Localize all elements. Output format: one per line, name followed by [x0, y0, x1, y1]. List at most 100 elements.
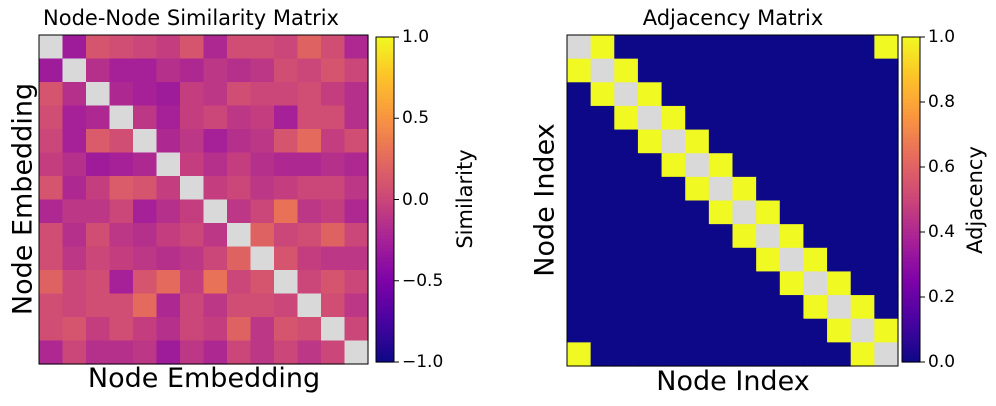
heatmap-cell — [62, 105, 87, 130]
colorbar-segment — [902, 134, 920, 139]
heatmap-cell — [109, 340, 134, 365]
colorbar-segment — [902, 144, 920, 149]
heatmap-cell — [756, 153, 781, 178]
heatmap-cell — [614, 318, 639, 343]
colorbar-segment — [902, 323, 920, 327]
heatmap-cell — [850, 224, 875, 249]
heatmap-cell — [133, 35, 158, 60]
heatmap-cell — [250, 223, 275, 248]
heatmap-cell — [779, 58, 805, 83]
colorbar-segment — [376, 196, 394, 201]
heatmap-cell — [109, 199, 134, 224]
colorbar-segment — [376, 264, 394, 269]
colorbar-segment — [902, 157, 920, 162]
heatmap-cell — [250, 199, 275, 224]
heatmap-cell — [250, 58, 275, 83]
heatmap-cell — [756, 129, 781, 154]
colorbar-segment — [902, 189, 920, 194]
heatmap-cell — [661, 318, 686, 343]
heatmap-cell — [874, 58, 899, 83]
colorbar-segment — [376, 180, 394, 184]
heatmap-cell — [708, 342, 734, 367]
heatmap-cell — [203, 317, 228, 342]
heatmap-cell — [708, 153, 734, 178]
heatmap-cell — [708, 295, 734, 320]
heatmap-cell — [779, 176, 805, 202]
colorbar-label: Adjacency — [963, 146, 987, 254]
colorbar-segment — [376, 339, 394, 344]
heatmap-cell — [779, 295, 805, 320]
heatmap-cell — [227, 58, 252, 83]
colorbar-segment — [376, 271, 394, 275]
colorbar-segment — [376, 170, 394, 175]
heatmap-cell — [344, 105, 369, 130]
heatmap-cell — [297, 129, 322, 154]
heatmap-cell — [203, 176, 228, 201]
colorbar-tick-label: 0.0 — [928, 352, 956, 372]
colorbar-segment — [902, 277, 920, 282]
heatmap-cell — [156, 340, 181, 365]
colorbar-segment — [902, 280, 920, 285]
heatmap-cell — [274, 176, 299, 201]
colorbar-segment — [902, 115, 920, 119]
heatmap-cell — [250, 340, 275, 365]
colorbar-segment — [376, 163, 394, 168]
colorbar-tick-label: 0.0 — [402, 189, 430, 210]
colorbar-segment — [902, 316, 920, 321]
heatmap-cell — [567, 342, 592, 367]
colorbar-segment — [902, 228, 920, 233]
heatmap-cell — [156, 223, 181, 248]
colorbar-segment — [902, 339, 920, 344]
heatmap-cell — [321, 340, 346, 365]
heatmap-cell — [685, 35, 710, 60]
heatmap-cell — [109, 317, 134, 342]
heatmap-cell — [614, 342, 639, 367]
colorbar-segment — [902, 176, 920, 181]
heatmap-cell — [567, 176, 592, 202]
colorbar-segment — [902, 137, 920, 142]
colorbar-segment — [902, 111, 920, 116]
heatmap-cell — [567, 105, 592, 131]
colorbar-segment — [376, 290, 394, 295]
heatmap-cell — [685, 82, 710, 107]
colorbar-segment — [902, 293, 920, 298]
heatmap-cell — [614, 271, 639, 296]
heatmap-cell — [850, 82, 875, 107]
heatmap-cell — [344, 246, 369, 271]
colorbar-segment — [376, 79, 394, 84]
heatmap-cell — [567, 200, 592, 225]
heatmap-cell — [297, 35, 322, 60]
heatmap-cell — [109, 246, 134, 271]
heatmap-cell — [685, 247, 710, 273]
heatmap-cell — [344, 270, 369, 295]
colorbar-segment — [376, 254, 394, 259]
heatmap-cell — [685, 271, 710, 296]
colorbar-segment — [376, 186, 394, 191]
colorbar-segment — [376, 219, 394, 223]
colorbar-segment — [902, 225, 920, 230]
diagonal-cell — [321, 317, 346, 342]
heatmap-cell — [62, 317, 87, 342]
heatmap-cell — [180, 129, 205, 154]
heatmap-cell — [156, 58, 181, 83]
heatmap-cell — [133, 270, 158, 295]
heatmap-cell — [732, 295, 757, 320]
heatmap-cell — [109, 176, 134, 201]
heatmap-cell — [803, 200, 828, 225]
heatmap-cell — [203, 105, 228, 130]
colorbar-segment — [376, 134, 394, 139]
heatmap-cell — [86, 199, 111, 224]
heatmap-cell — [661, 176, 686, 202]
heatmap-cell — [661, 271, 686, 296]
heatmap-cell — [756, 200, 781, 225]
heatmap-cell — [203, 58, 228, 83]
colorbar-tick-label: 0.8 — [928, 92, 956, 112]
heatmap-cell — [827, 82, 852, 107]
heatmap-cell — [297, 246, 322, 271]
heatmap-cell — [590, 224, 615, 249]
heatmap-cell — [850, 58, 875, 83]
heatmap-cell — [685, 176, 710, 202]
heatmap-cell — [779, 200, 805, 225]
heatmap-cell — [250, 129, 275, 154]
heatmap-cell — [250, 82, 275, 107]
